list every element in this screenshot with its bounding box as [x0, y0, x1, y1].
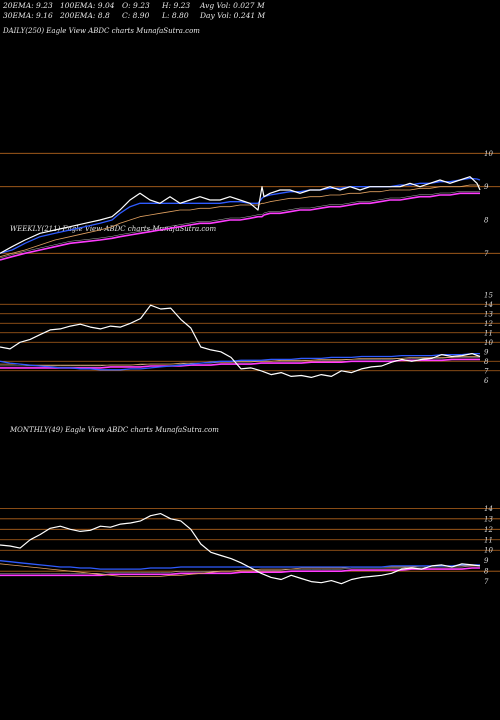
monthly-y-tick-label: 12 — [484, 526, 493, 534]
weekly-y-tick-label: 6 — [484, 377, 489, 385]
weekly-y-tick-label: 14 — [484, 301, 493, 309]
monthly-y-tick-label: 9 — [484, 557, 489, 565]
daily-y-tick-label: 9 — [484, 183, 489, 191]
daily-y-tick-label: 8 — [484, 217, 489, 225]
ema30-readout: 30EMA: 9.16 — [3, 11, 53, 20]
high-readout: H: 9.23 — [162, 1, 191, 10]
ema20-readout: 20EMA: 9.23 — [3, 1, 53, 10]
weekly-y-tick-label: 11 — [484, 329, 493, 337]
monthly-ema-long-line — [0, 567, 480, 577]
ema200-readout: 200EMA: 8.8 — [60, 11, 110, 20]
daily-ema-mid-line — [0, 184, 481, 258]
monthly-y-tick-label: 7 — [484, 578, 489, 586]
monthly-ema-mid-line — [0, 563, 480, 577]
daily-panel-title: DAILY(250) Eagle View ABDC charts Munafa… — [3, 27, 200, 35]
monthly-ema-short-line — [0, 560, 480, 570]
daily-y-tick-label: 7 — [484, 250, 489, 258]
weekly-y-tick-label: 8 — [484, 358, 489, 366]
weekly-y-tick-label: 9 — [484, 348, 489, 356]
ema100-readout: 100EMA: 9.04 — [60, 1, 115, 10]
weekly-y-tick-label: 10 — [484, 339, 493, 347]
weekly-y-tick-label: 13 — [484, 310, 493, 318]
day-volume-readout: Day Vol: 0.241 M — [200, 11, 266, 20]
weekly-y-tick-label: 15 — [484, 291, 493, 299]
monthly-panel-title: MONTHLY(49) Eagle View ABDC charts Munaf… — [10, 426, 219, 434]
weekly-ema-mid-line — [0, 356, 480, 366]
daily-y-tick-label: 10 — [484, 150, 493, 158]
monthly-y-tick-label: 14 — [484, 505, 493, 513]
monthly-y-tick-label: 11 — [484, 536, 493, 544]
weekly-price-line — [0, 304, 481, 378]
avg-volume-readout: Avg Vol: 0.027 M — [200, 1, 265, 10]
low-readout: L: 8.80 — [162, 11, 189, 20]
daily-ema-ribbon-line — [0, 191, 480, 259]
weekly-ema-long-line — [0, 358, 480, 369]
weekly-y-tick-label: 7 — [484, 367, 489, 375]
monthly-y-tick-label: 8 — [484, 568, 489, 576]
weekly-y-tick-label: 12 — [484, 320, 493, 328]
monthly-y-tick-label: 13 — [484, 515, 493, 523]
monthly-y-tick-label: 10 — [484, 547, 493, 555]
daily-ema-short-line — [0, 177, 481, 254]
monthly-price-line — [0, 513, 481, 585]
daily-price-line — [0, 176, 481, 254]
close-readout: C: 8.90 — [122, 11, 150, 20]
weekly-panel-title: WEEKLY(211) Eagle View ABDC charts Munaf… — [10, 225, 217, 233]
open-readout: O: 9.23 — [122, 1, 150, 10]
daily-ema-long-line — [0, 192, 480, 261]
weekly-ema-short-line — [0, 352, 480, 371]
